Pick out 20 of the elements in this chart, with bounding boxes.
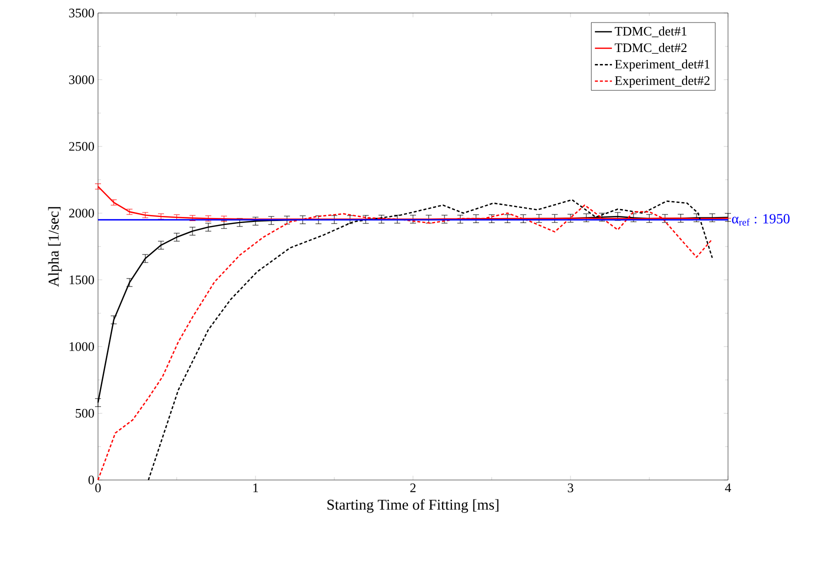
y-tick-label: 3000 <box>69 75 94 84</box>
x-axis-title: Starting Time of Fitting [ms] <box>328 499 498 513</box>
y-tick-label: 500 <box>76 408 94 418</box>
y-tick-label: 2500 <box>69 142 94 151</box>
x-tick-label: 2 <box>410 484 416 492</box>
x-tick-label: 3 <box>568 484 574 492</box>
y-tick-label: 0 <box>88 476 94 484</box>
x-tick-label: 1 <box>253 484 258 492</box>
legend-label: Experiment_det#1 <box>614 59 710 72</box>
x-tick-label: 0 <box>95 484 101 492</box>
y-tick-label: 2000 <box>69 208 94 218</box>
y-tick-label: 1500 <box>70 275 94 284</box>
y-axis-title: Alpha [1/sec] <box>48 207 62 287</box>
legend-label: TDMC_det#2 <box>614 42 687 54</box>
x-tick-label: 4 <box>725 484 732 492</box>
legend-label: Experiment_det#2 <box>614 76 710 88</box>
ref-line-label: α$_{ref}$ : 1950 <box>732 214 790 226</box>
y-tick-label: 1000 <box>70 342 94 351</box>
legend-label: TDMC_det#1 <box>614 26 686 38</box>
y-tick-label: 3500 <box>69 8 94 18</box>
